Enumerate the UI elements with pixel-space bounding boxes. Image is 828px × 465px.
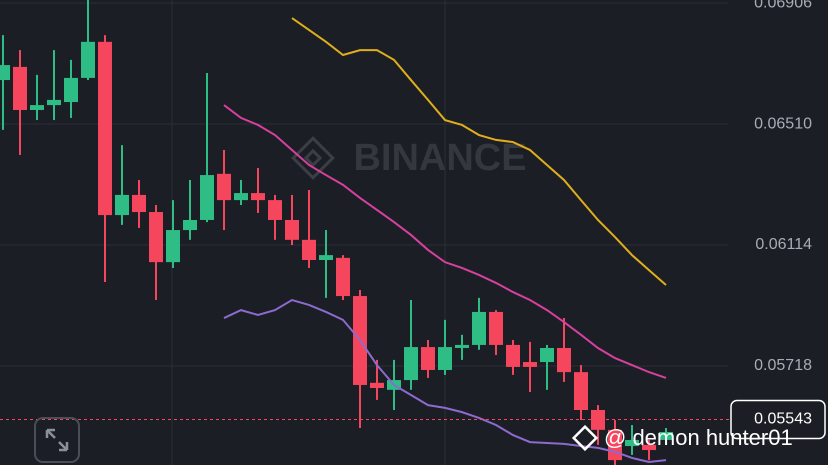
candle-body	[0, 65, 10, 81]
expand-button[interactable]	[34, 417, 80, 463]
candle-body	[115, 194, 129, 216]
candle-body	[336, 257, 350, 297]
y-tick-label: 0.06510	[754, 115, 812, 132]
grid: 0.06906 0.06510 0.06114 0.05718	[0, 0, 812, 374]
candle-body	[166, 230, 180, 263]
candle-body	[438, 347, 452, 370]
candle-body	[132, 194, 146, 213]
candle-body	[523, 362, 537, 367]
candle-body	[574, 372, 588, 411]
candle-body	[404, 347, 418, 381]
watermark: BINANCE	[353, 137, 526, 179]
candle-body	[30, 105, 44, 110]
candle-body	[642, 444, 656, 451]
candle-body	[81, 41, 95, 78]
current-price-box	[730, 399, 826, 440]
candle-body	[268, 200, 282, 220]
watermark-logo	[291, 136, 335, 180]
y-tick-label: 0.06114	[755, 236, 812, 253]
candle-body	[234, 193, 248, 201]
candle-body	[319, 255, 333, 260]
moving-average-line	[223, 104, 667, 379]
candle-body	[302, 239, 316, 260]
candle-body	[455, 344, 469, 348]
candle-body	[149, 212, 163, 263]
candle-body	[13, 66, 27, 110]
candle-body	[506, 344, 520, 367]
candle-body	[659, 432, 673, 440]
moving-average-line	[223, 298, 667, 463]
candle-body	[540, 347, 554, 363]
candle-body	[421, 347, 435, 370]
candle-body	[183, 219, 197, 231]
credit-logo	[571, 424, 599, 452]
candle-body	[489, 311, 503, 345]
candle-body	[591, 410, 605, 430]
candle-body	[370, 382, 384, 389]
candle-body	[251, 193, 265, 201]
candle-body	[472, 311, 486, 345]
candle-body	[557, 347, 571, 373]
credit: @ demon hunter01	[604, 425, 793, 450]
current-price-label: 0.05543	[754, 411, 812, 428]
candle-body	[285, 219, 299, 240]
y-tick-label: 0.05718	[754, 357, 812, 374]
moving-average-line	[291, 17, 667, 286]
candle-body	[47, 99, 61, 106]
candle-body	[217, 173, 231, 201]
candle-body	[200, 175, 214, 220]
y-tick-label: 0.06906	[754, 0, 812, 11]
candle-body	[64, 77, 78, 103]
candle-body	[625, 439, 639, 447]
candle-body	[98, 41, 112, 216]
